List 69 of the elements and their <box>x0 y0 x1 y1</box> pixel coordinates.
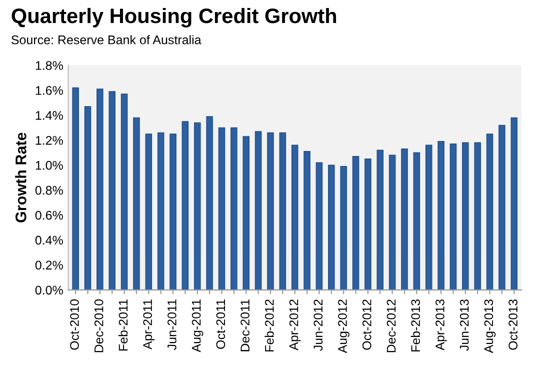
bar <box>510 117 518 290</box>
x-tick-label: Oct-2011 <box>216 300 226 349</box>
x-tick-label: Jun-2013 <box>460 299 469 351</box>
y-tick-label: 0.2% <box>35 260 63 270</box>
bar <box>84 106 92 290</box>
bar <box>352 156 360 290</box>
bar <box>96 88 104 290</box>
x-tick-label: Apr-2011 <box>143 300 154 350</box>
bar <box>450 144 457 290</box>
bar <box>376 150 384 290</box>
bar <box>304 151 310 290</box>
x-tick-label: Oct-2013 <box>508 299 518 350</box>
y-tick-label: 1.4% <box>36 111 63 120</box>
bar <box>242 136 250 290</box>
x-tick-label: Apr-2013 <box>436 299 447 350</box>
x-tick-label: Aug-2011 <box>192 300 204 352</box>
y-tick-label: 1.2% <box>36 136 63 145</box>
bar <box>291 144 298 290</box>
chart-title: Quarterly Housing Credit Growth <box>12 8 336 28</box>
y-tick-label: 1.0% <box>36 160 63 170</box>
x-tick-label: Dec-2011 <box>240 300 250 352</box>
bar <box>72 87 79 290</box>
bar <box>401 148 408 290</box>
y-tick-label: 0.0% <box>35 286 63 295</box>
y-tick-label: 0.6% <box>35 210 63 220</box>
y-tick-label: 1.8% <box>36 61 63 70</box>
bar <box>486 134 494 290</box>
y-axis-title: Growth Rate <box>15 132 26 222</box>
bar <box>498 124 506 290</box>
bar <box>474 142 481 290</box>
bar <box>328 164 335 290</box>
bar <box>316 162 323 290</box>
bar <box>340 166 347 290</box>
x-tick-label: Jun-2011 <box>168 300 176 350</box>
chart-subtitle: Source: Reserve Bank of Australia <box>11 35 202 44</box>
bar <box>462 142 469 290</box>
y-tick-label: 1.6% <box>36 86 63 95</box>
bar <box>108 91 116 290</box>
x-tick-label: Oct-2012 <box>362 300 372 350</box>
bar <box>157 132 164 290</box>
bar <box>364 158 372 290</box>
x-tick-label: Apr-2012 <box>289 300 301 350</box>
y-tick-label: 0.4% <box>35 236 63 245</box>
x-tick-label: Jun-2012 <box>314 300 323 351</box>
x-tick-label: Aug-2012 <box>338 300 350 354</box>
x-tick-label: Dec-2010 <box>94 299 104 352</box>
y-tick-label: 0.8% <box>35 186 63 195</box>
bar <box>170 134 176 290</box>
bar <box>206 116 213 290</box>
bar <box>230 127 238 290</box>
bar <box>254 131 262 290</box>
bar <box>120 94 128 290</box>
x-tick-label: Feb-2013 <box>410 299 420 352</box>
bar <box>218 127 226 290</box>
bar <box>145 134 152 290</box>
bar <box>267 132 274 290</box>
bar <box>279 132 286 290</box>
bar <box>425 144 432 290</box>
bar <box>194 122 201 290</box>
bar <box>388 154 396 290</box>
x-tick-label: Oct-2010 <box>70 299 79 350</box>
x-tick-label: Aug-2013 <box>484 299 496 354</box>
bar <box>133 117 140 290</box>
bar <box>438 141 444 290</box>
bar <box>182 121 189 290</box>
x-tick-label: Feb-2011 <box>118 300 128 351</box>
bar <box>413 152 420 290</box>
x-tick-label: Dec-2012 <box>386 300 396 352</box>
x-tick-label: Feb-2012 <box>264 300 274 352</box>
